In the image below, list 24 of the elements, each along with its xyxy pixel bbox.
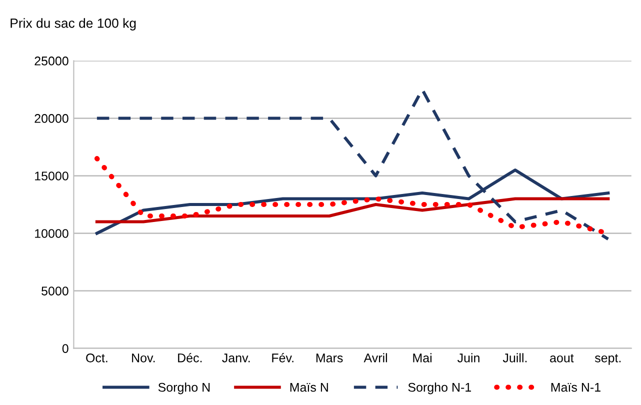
x-tick-label: Nov. bbox=[132, 354, 155, 362]
y-tick-label: 0 bbox=[62, 344, 68, 353]
y-tick-label: 5000 bbox=[42, 286, 68, 296]
y-tick-label: 25000 bbox=[34, 56, 68, 66]
y-axis-title: Prix du sac de 100 kg bbox=[10, 18, 136, 30]
y-tick-label: 15000 bbox=[35, 172, 68, 180]
line-series bbox=[95, 197, 610, 224]
y-tick-label: 10000 bbox=[35, 229, 68, 238]
legend-label: Sorgho N-1 bbox=[408, 382, 471, 394]
legend-label: Maïs N-1 bbox=[551, 383, 600, 392]
x-tick-label: Avril bbox=[364, 353, 387, 362]
x-tick-label: Mai bbox=[413, 353, 432, 362]
x-tick-label: Fév. bbox=[272, 353, 294, 362]
x-tick-label: Déc. bbox=[178, 353, 202, 362]
x-tick-label: Mars bbox=[316, 354, 343, 362]
legend-label: Sorgho N bbox=[158, 382, 210, 394]
x-tick-label: aout bbox=[550, 354, 574, 362]
x-tick-label: sept. bbox=[594, 354, 621, 365]
x-tick-label: Janv. bbox=[222, 354, 250, 362]
x-tick-label: Juin bbox=[457, 353, 480, 362]
y-tick-label: 20000 bbox=[34, 114, 68, 123]
x-tick-label: Oct. bbox=[86, 353, 108, 362]
legend-label: Maïs N bbox=[290, 383, 328, 392]
x-tick-label: Juill. bbox=[502, 353, 527, 362]
